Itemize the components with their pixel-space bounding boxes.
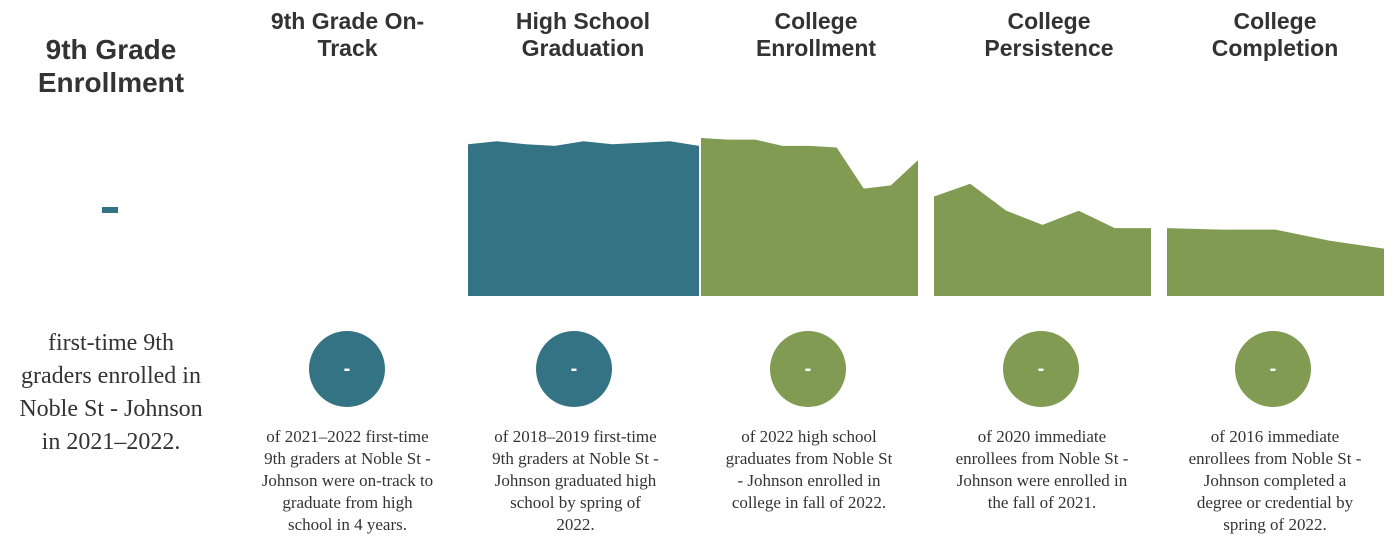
enrollment-value-dash xyxy=(102,207,118,213)
stage-desc-line: degree or credential by xyxy=(1196,493,1354,512)
stage-desc-line: Johnson were on-track to xyxy=(261,471,434,490)
enrollment-desc-line: in 2021–2022. xyxy=(41,429,181,455)
stage-title-line: College xyxy=(1007,8,1091,34)
stage-title-line: Enrollment xyxy=(755,35,877,61)
stage-value-circle: - xyxy=(1003,331,1079,407)
stage-desc-line: the fall of 2021. xyxy=(987,493,1097,512)
enrollment-title: 9th Grade Enrollment xyxy=(0,33,222,99)
stage-description: of 2021–2022 first-time 9th graders at N… xyxy=(234,426,461,536)
stage-title-line: Persistence xyxy=(984,35,1114,61)
area-mark-college-persistence xyxy=(934,183,1151,296)
stage-desc-line: Johnson completed a xyxy=(1203,471,1347,490)
stage-title: College Enrollment xyxy=(700,8,932,62)
stage-desc-line: of 2016 immediate xyxy=(1210,427,1340,446)
enrollment-column: 9th Grade Enrollment first-time 9th grad… xyxy=(0,0,222,556)
stage-desc-line: of 2020 immediate xyxy=(977,427,1107,446)
stage-desc-line: of 2018–2019 first-time xyxy=(494,427,657,446)
stage-title-line: 9th Grade On- xyxy=(270,8,425,34)
stage-title-line: College xyxy=(1233,8,1317,34)
stage-desc-line: Johnson were enrolled in xyxy=(956,471,1128,490)
stage-title: 9th Grade On- Track xyxy=(234,8,461,62)
stage-desc-line: enrollees from Noble St - xyxy=(1188,449,1362,468)
stage-desc-line: of 2022 high school xyxy=(741,427,877,446)
stage-desc-line: spring of 2022. xyxy=(1223,515,1327,534)
stage-title: High School Graduation xyxy=(467,8,699,62)
stage-college-completion: College Completion - of 2016 immediate e… xyxy=(1166,0,1384,556)
stage-title-line: College xyxy=(774,8,858,34)
stage-description: of 2018–2019 first-time 9th graders at N… xyxy=(467,426,684,536)
enrollment-description: first-time 9th graders enrolled in Noble… xyxy=(0,327,222,459)
stage-value: - xyxy=(804,357,812,380)
stage-value: - xyxy=(570,357,578,380)
stage-on-track: 9th Grade On- Track - of 2021–2022 first… xyxy=(234,0,461,556)
stage-description: of 2022 high school graduates from Noble… xyxy=(700,426,918,514)
area-mark-college-enrollment xyxy=(701,138,918,296)
stage-college-enrollment: College Enrollment - of 2022 high school… xyxy=(700,0,932,556)
stage-college-persistence: College Persistence - of 2020 immediate … xyxy=(933,0,1165,556)
enrollment-desc-line: graders enrolled in xyxy=(21,363,201,389)
area-mark-hs-graduation xyxy=(468,141,699,296)
stage-value-circle: - xyxy=(309,331,385,407)
stage-description: of 2020 immediate enrollees from Noble S… xyxy=(933,426,1151,514)
stage-desc-line: - Johnson enrolled in xyxy=(737,471,881,490)
stage-value-circle: - xyxy=(1235,331,1311,407)
area-mark-college-completion xyxy=(1167,228,1384,296)
enrollment-desc-line: Noble St - Johnson xyxy=(19,396,203,422)
stage-description: of 2016 immediate enrollees from Noble S… xyxy=(1166,426,1384,536)
enrollment-desc-line: first-time 9th xyxy=(48,330,174,356)
stage-desc-line: school by spring of xyxy=(510,493,641,512)
stage-title-line: Track xyxy=(317,35,378,61)
area-chart-college-persistence xyxy=(934,183,1151,296)
stage-title-line: High School xyxy=(515,8,651,34)
area-chart-hs-graduation xyxy=(468,141,699,296)
stage-desc-line: graduate from high xyxy=(282,493,413,512)
stage-desc-line: school in 4 years. xyxy=(288,515,407,534)
stage-desc-line: Johnson graduated high xyxy=(494,471,657,490)
stage-value-circle: - xyxy=(536,331,612,407)
stage-value: - xyxy=(343,357,351,380)
stage-title-line: Completion xyxy=(1211,35,1339,61)
stage-title: College Persistence xyxy=(933,8,1165,62)
stage-desc-line: graduates from Noble St xyxy=(725,449,893,468)
stage-hs-graduation: High School Graduation - of 2018–2019 fi… xyxy=(467,0,699,556)
stage-desc-line: enrollees from Noble St - xyxy=(955,449,1129,468)
stage-desc-line: college in fall of 2022. xyxy=(731,493,887,512)
stage-value: - xyxy=(1269,357,1277,380)
stage-value: - xyxy=(1037,357,1045,380)
enrollment-title-line1: 9th Grade xyxy=(45,34,177,65)
stage-desc-line: 2022. xyxy=(556,515,595,534)
stage-title: College Completion xyxy=(1166,8,1384,62)
area-chart-college-enrollment xyxy=(701,138,918,296)
stage-desc-line: 9th graders at Noble St - xyxy=(492,449,659,468)
stage-title-line: Graduation xyxy=(521,35,645,61)
area-chart-college-completion xyxy=(1167,228,1384,296)
enrollment-title-line2: Enrollment xyxy=(37,67,185,98)
stage-desc-line: of 2021–2022 first-time xyxy=(266,427,429,446)
stage-value-circle: - xyxy=(770,331,846,407)
stage-desc-line: 9th graders at Noble St - xyxy=(264,449,431,468)
